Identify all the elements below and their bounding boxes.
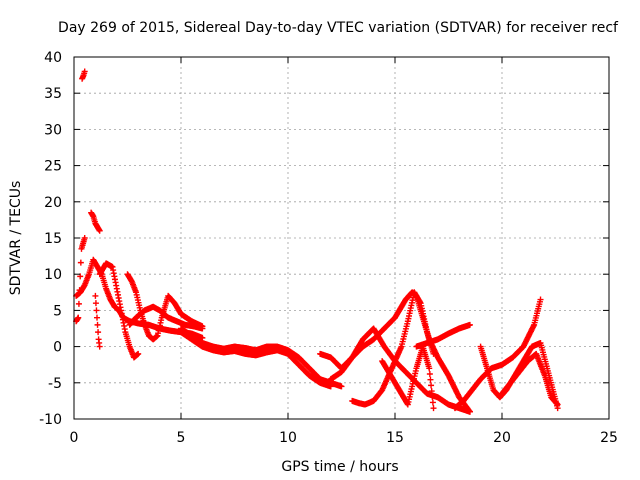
y-tick-label: 35 [44, 86, 62, 102]
data-point [427, 376, 434, 383]
series-arc-L [413, 321, 473, 350]
y-tick-label: 15 [44, 231, 62, 247]
series-arc-K [379, 343, 437, 412]
data-point [96, 227, 103, 234]
data-point [95, 329, 102, 336]
data-point [135, 350, 142, 357]
data-point [428, 388, 435, 395]
data-point [92, 292, 99, 299]
data-point [338, 383, 345, 390]
data-point [94, 314, 101, 321]
y-tick-label: 20 [44, 195, 62, 211]
chart-title: Day 269 of 2015, Sidereal Day-to-day VTE… [58, 20, 619, 36]
series-arc-B [73, 235, 88, 325]
y-tick-label: -10 [39, 412, 62, 428]
data-point [75, 300, 82, 307]
series-arc-C [88, 209, 103, 234]
data-point [466, 321, 473, 328]
data-point [92, 300, 99, 307]
x-tick-label: 10 [279, 430, 297, 446]
data-point [81, 68, 88, 75]
series-arc-E [96, 260, 142, 361]
axis-ticks [73, 56, 610, 420]
data-point [81, 235, 88, 241]
data-point [96, 343, 103, 350]
series-early-spike [79, 68, 88, 82]
data-point [93, 307, 100, 314]
x-tick-label: 5 [177, 430, 186, 446]
y-tick-label: 10 [44, 267, 62, 283]
series-baseline-low [178, 329, 334, 390]
data-point [94, 321, 101, 328]
y-tick-label: 25 [44, 159, 62, 175]
data-point [466, 408, 473, 415]
series-arc-G [126, 303, 206, 332]
data-point [76, 287, 83, 294]
x-tick-label: 0 [70, 430, 79, 446]
x-tick-label: 25 [600, 430, 618, 446]
y-axis-label: SDTVAR / TECUs [8, 181, 24, 296]
series-arc-J [349, 289, 437, 408]
data-point [430, 405, 437, 412]
x-tick-labels: 0 5 10 15 20 25 [70, 430, 618, 446]
series-arc-H [317, 289, 473, 415]
y-tick-label: 0 [53, 340, 62, 356]
x-tick-label: 15 [386, 430, 404, 446]
y-tick-label: 5 [53, 303, 62, 319]
series-arc-O [499, 350, 561, 408]
data-point [426, 371, 433, 378]
data-point [77, 273, 84, 280]
data-point [75, 314, 82, 321]
y-tick-label: 40 [44, 50, 62, 66]
data-points [73, 68, 561, 415]
y-tick-label: -5 [48, 376, 62, 392]
data-point [426, 365, 433, 372]
data-point [327, 383, 334, 390]
data-point [554, 401, 561, 408]
data-point [429, 393, 436, 400]
series-arc-M [451, 296, 544, 412]
data-point [429, 399, 436, 406]
series-arc-D [92, 292, 103, 350]
data-point [77, 259, 84, 266]
x-tick-label: 20 [493, 430, 511, 446]
data-point [430, 350, 437, 357]
data-point [428, 382, 435, 389]
data-point [199, 325, 206, 332]
data-point [537, 296, 544, 303]
y-tick-label: 30 [44, 122, 62, 138]
y-tick-labels: -10 -5 0 5 10 15 20 25 30 35 40 [39, 50, 62, 428]
x-axis-label: GPS time / hours [281, 459, 398, 475]
